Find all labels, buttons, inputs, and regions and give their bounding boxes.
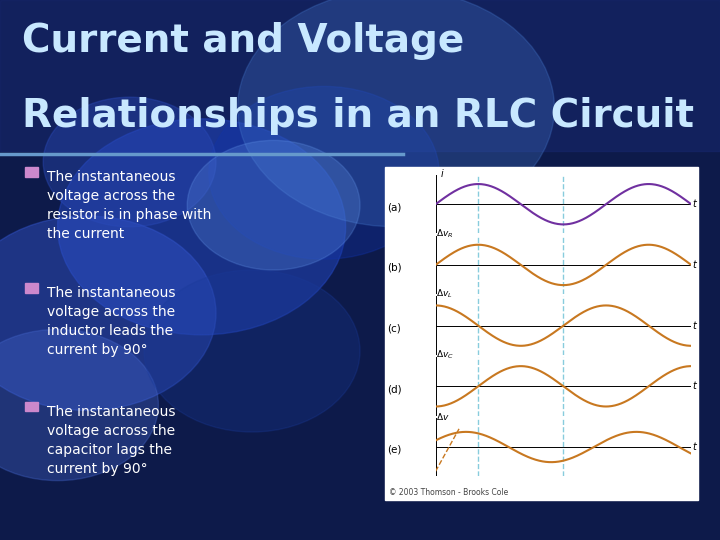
Circle shape xyxy=(43,97,216,227)
Bar xyxy=(25,283,38,293)
Text: (a): (a) xyxy=(387,202,402,212)
Text: t: t xyxy=(693,381,696,391)
Text: $\Delta v_R$: $\Delta v_R$ xyxy=(436,227,453,240)
Text: (d): (d) xyxy=(387,384,402,394)
Text: Relationships in an RLC Circuit: Relationships in an RLC Circuit xyxy=(22,97,693,135)
Circle shape xyxy=(144,270,360,432)
Text: i: i xyxy=(441,169,444,179)
Text: $\Delta v_L$: $\Delta v_L$ xyxy=(436,288,452,300)
Circle shape xyxy=(238,0,554,227)
Circle shape xyxy=(58,119,346,335)
Text: t: t xyxy=(693,321,696,330)
Text: t: t xyxy=(693,260,696,270)
Text: (e): (e) xyxy=(387,445,402,455)
Circle shape xyxy=(0,329,158,481)
Bar xyxy=(25,167,38,177)
Text: t: t xyxy=(693,199,696,209)
Text: $\Delta v_C$: $\Delta v_C$ xyxy=(436,349,454,361)
Bar xyxy=(25,402,38,411)
Bar xyxy=(0,0,720,151)
Circle shape xyxy=(209,86,439,259)
Text: The instantaneous
voltage across the
capacitor lags the
current by 90°: The instantaneous voltage across the cap… xyxy=(47,405,175,476)
Text: © 2003 Thomson - Brooks Cole: © 2003 Thomson - Brooks Cole xyxy=(389,488,508,497)
Text: (b): (b) xyxy=(387,263,402,273)
Circle shape xyxy=(0,216,216,410)
Text: The instantaneous
voltage across the
inductor leads the
current by 90°: The instantaneous voltage across the ind… xyxy=(47,286,175,357)
Text: Current and Voltage: Current and Voltage xyxy=(22,22,464,59)
Text: t: t xyxy=(693,442,696,452)
Text: The instantaneous
voltage across the
resistor is in phase with
the current: The instantaneous voltage across the res… xyxy=(47,170,211,241)
Bar xyxy=(385,167,698,500)
Text: $\Delta v$: $\Delta v$ xyxy=(436,411,449,422)
Circle shape xyxy=(187,140,360,270)
Text: (c): (c) xyxy=(387,323,401,334)
